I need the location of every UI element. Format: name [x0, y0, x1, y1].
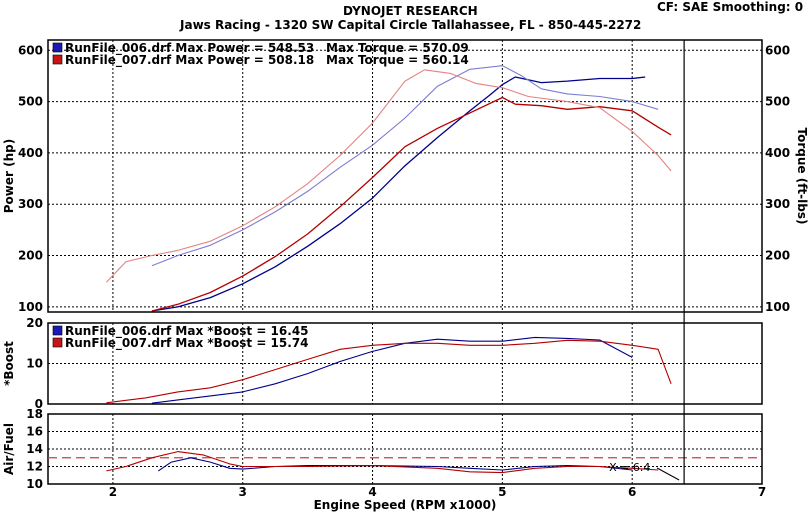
y-tick-label: 100 — [18, 300, 43, 314]
panel-power_torque: 100 100 200 200 300 300 400 400 500 500 600 600 Powe… — [2, 39, 809, 314]
legend-label: RunFile_006.drf Max Power = 548.53 — [65, 41, 314, 56]
series-line — [151, 96, 672, 312]
legend-swatch — [52, 42, 63, 53]
series-line — [106, 451, 659, 474]
y-tick-label: 400 — [18, 146, 43, 160]
legend-label: RunFile_006.drf Max *Boost = 16.45 — [65, 324, 309, 339]
cursor-readout-leader — [656, 467, 680, 481]
y-tick-label: 0 — [35, 397, 43, 411]
y-tick-label: 12 — [26, 460, 43, 474]
correction-info: CF: SAE Smoothing: 0 — [657, 0, 804, 14]
y2-tick-label: 500 — [765, 95, 790, 109]
legend-swatch — [52, 325, 63, 336]
y-tick-label: 500 — [18, 95, 43, 109]
y-tick-label: 16 — [26, 425, 43, 439]
series-line — [151, 336, 633, 404]
x-tick-label: 2 — [109, 485, 117, 499]
dyno-title: DYNOJET RESEARCH — [343, 4, 478, 18]
x-axis-label: Engine Speed (RPM x1000) — [314, 498, 497, 512]
legend-swatch — [52, 54, 63, 65]
x-tick-label: 6 — [628, 485, 636, 499]
x-tick-label: 7 — [758, 485, 766, 499]
y-tick-label: 200 — [18, 249, 43, 263]
y2-tick-label: 300 — [765, 197, 790, 211]
legend-torque-label: Max Torque = 570.09 — [326, 41, 469, 55]
x-tick-label: 4 — [368, 485, 376, 499]
y2-tick-label: 400 — [765, 146, 790, 160]
y-tick-label: 14 — [26, 442, 43, 456]
legend-label: RunFile_007.drf Max Power = 508.18 — [65, 53, 314, 68]
y-tick-label: 10 — [26, 357, 43, 371]
series-line — [151, 76, 646, 312]
x-tick-label: 3 — [239, 485, 247, 499]
y-tick-label: 600 — [18, 43, 43, 57]
panel-air_fuel: 10 12 14 16 18 Air/Fuel 2 3 4 5 6 7 Engine Speed (RP… — [2, 407, 766, 512]
y-tick-label: 20 — [26, 316, 43, 330]
panel-boost: 0 10 20 *Boost RunFile_006.drf Max *Boost = … — [2, 316, 763, 411]
y2-tick-label: 200 — [765, 249, 790, 263]
y-axis-label: Air/Fuel — [2, 423, 16, 475]
series-line — [106, 69, 672, 283]
series-line — [106, 339, 672, 404]
y2-tick-label: 600 — [765, 43, 790, 57]
series-line — [151, 65, 659, 267]
y2-axis-label: Torque (ft-lbs) — [795, 128, 809, 225]
y-axis-label: Power (hp) — [2, 139, 16, 213]
cursor-readout: X = 6.4 — [609, 461, 650, 474]
y-tick-label: 300 — [18, 197, 43, 211]
legend-swatch — [52, 337, 63, 348]
legend-label: RunFile_007.drf Max *Boost = 15.74 — [65, 336, 309, 351]
y-tick-label: 18 — [26, 407, 43, 421]
shop-info: Jaws Racing - 1320 SW Capital Circle Tal… — [180, 18, 642, 32]
y2-tick-label: 100 — [765, 300, 790, 314]
x-tick-label: 5 — [498, 485, 506, 499]
y-tick-label: 10 — [26, 477, 43, 491]
panel-frame — [47, 39, 763, 313]
legend-torque-label: Max Torque = 560.14 — [326, 53, 469, 67]
y-axis-label: *Boost — [2, 341, 16, 386]
